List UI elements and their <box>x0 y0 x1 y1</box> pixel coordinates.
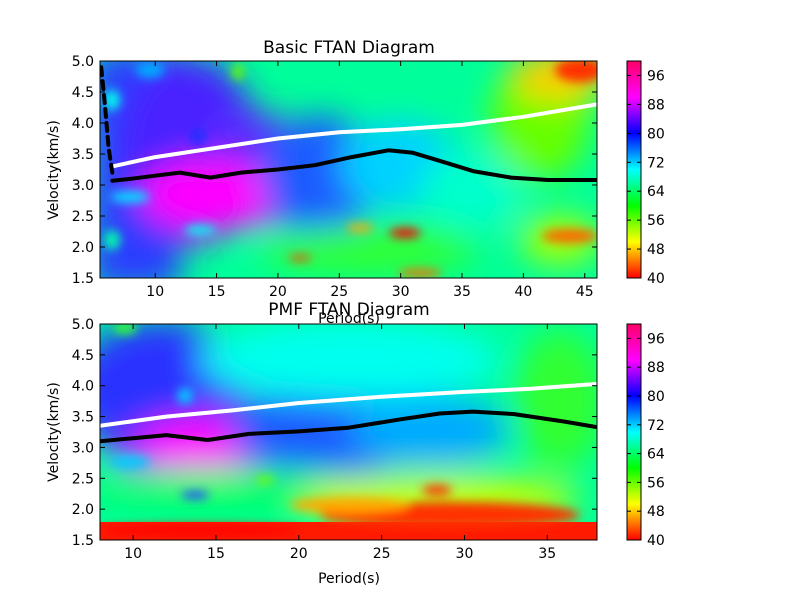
x-tick-label: 45 <box>576 284 594 300</box>
heatmap-pmf <box>100 324 597 540</box>
colorbar-tick-label: 80 <box>647 389 665 405</box>
y-tick-label: 4.0 <box>72 379 94 395</box>
colorbar-tick-label: 80 <box>647 126 665 142</box>
colorbar-tick-label: 48 <box>647 242 665 258</box>
x-tick-label: 30 <box>456 546 474 562</box>
y-tick-label: 4.5 <box>72 348 94 364</box>
plot-frame <box>99 60 598 279</box>
series-line-1 <box>110 102 597 169</box>
colorbar-tick-label: 64 <box>647 447 665 463</box>
colorbar-basic <box>626 60 642 279</box>
y-tick-label: 2.0 <box>72 240 94 256</box>
y-tick-label: 2.5 <box>72 209 94 225</box>
y-tick-label: 4.0 <box>72 116 94 132</box>
y-axis-label: Velocity(km/s) <box>46 382 62 482</box>
chart-marks: 10 15 20 25 30 35 40 45 1.5 2.0 2.5 3.0 3.5 4.0 4.5 5.0… <box>72 54 665 562</box>
x-tick-label: 35 <box>538 546 556 562</box>
y-tick-label: 1.5 <box>72 271 94 287</box>
y-tick-label: 5.0 <box>72 54 94 70</box>
series-line-2 <box>100 65 115 175</box>
x-tick-label: 40 <box>514 284 532 300</box>
y-tick-label: 3.5 <box>72 147 94 163</box>
chart-title: Basic FTAN Diagram <box>263 38 435 58</box>
y-tick-label: 3.0 <box>72 440 94 456</box>
x-tick-label: 30 <box>392 284 410 300</box>
y-tick-label: 5.0 <box>72 317 94 333</box>
heatmap-basic <box>100 61 597 278</box>
y-tick-label: 1.5 <box>72 533 94 549</box>
x-tick-label: 10 <box>146 284 164 300</box>
series-group <box>100 65 597 183</box>
colorbar-tick-label: 72 <box>647 418 665 434</box>
x-tick-label: 15 <box>208 284 226 300</box>
colorbar-tick-label: 40 <box>647 271 665 287</box>
colorbar-tick-label: 56 <box>647 213 665 229</box>
x-tick-label: 25 <box>330 284 348 300</box>
y-tick-label: 2.5 <box>72 471 94 487</box>
x-axis-label: Period(s) <box>318 571 380 587</box>
x-axis-label: Period(s) <box>318 311 380 327</box>
plot-frame <box>99 323 598 541</box>
y-tick-label: 3.5 <box>72 410 94 426</box>
x-tick-label: 35 <box>453 284 471 300</box>
colorbar-tick-label: 96 <box>647 68 665 84</box>
x-tick-label: 15 <box>207 546 225 562</box>
colorbar-tick-label: 96 <box>647 331 665 347</box>
colorbar-tick-label: 48 <box>647 504 665 520</box>
y-tick-label: 2.0 <box>72 502 94 518</box>
colorbar-tick-label: 88 <box>647 360 665 376</box>
y-tick-label: 4.5 <box>72 85 94 101</box>
x-tick-label: 25 <box>373 546 391 562</box>
y-tick-label: 3.0 <box>72 178 94 194</box>
colorbar-tick-label: 88 <box>647 97 665 113</box>
x-tick-label: 20 <box>290 546 308 562</box>
series-line-0 <box>110 148 597 183</box>
x-tick-label: 10 <box>124 546 142 562</box>
series-group <box>100 381 597 444</box>
chart-title: PMF FTAN Diagram <box>268 300 429 320</box>
colorbar-tick-label: 64 <box>647 184 665 200</box>
colorbar-tick-label: 56 <box>647 475 665 491</box>
series-line-1 <box>100 381 597 428</box>
colorbar-pmf <box>626 323 642 541</box>
y-axis-label: Velocity(km/s) <box>46 120 62 220</box>
colorbar-tick-label: 72 <box>647 155 665 171</box>
series-line-0 <box>100 409 597 444</box>
x-tick-label: 20 <box>269 284 287 300</box>
colorbar-tick-label: 40 <box>647 533 665 549</box>
